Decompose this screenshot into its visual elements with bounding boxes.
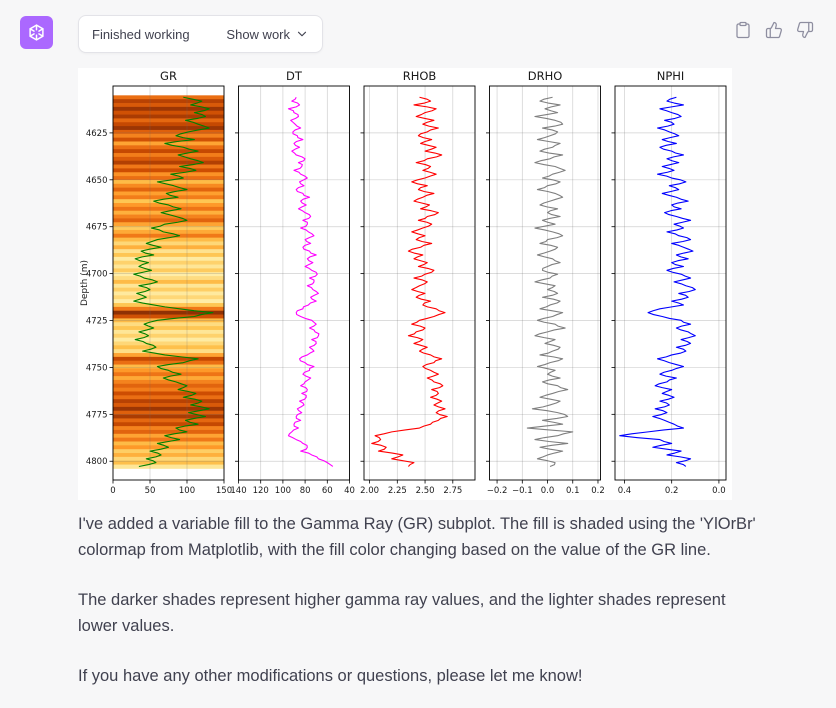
clipboard-icon bbox=[734, 21, 752, 39]
status-pill[interactable]: Finished working Show work bbox=[78, 15, 323, 53]
status-label: Finished working bbox=[92, 26, 190, 42]
thumbs-down-button[interactable] bbox=[794, 19, 816, 41]
chevron-down-icon bbox=[295, 27, 309, 41]
message-paragraph: If you have any other modifications or q… bbox=[78, 667, 583, 685]
well-log-figure bbox=[78, 68, 732, 500]
assistant-message: I've added a variable fill to the Gamma … bbox=[78, 511, 768, 708]
message-paragraph: I've added a variable fill to the Gamma … bbox=[78, 515, 756, 559]
show-work-button[interactable]: Show work bbox=[226, 27, 309, 42]
assistant-avatar bbox=[20, 16, 53, 49]
thumbs-up-button[interactable] bbox=[763, 19, 785, 41]
show-work-label: Show work bbox=[226, 26, 290, 42]
message-paragraph: The darker shades represent higher gamma… bbox=[78, 591, 726, 635]
thumbs-down-icon bbox=[796, 21, 814, 39]
well-log-canvas bbox=[78, 68, 732, 500]
thumbs-up-icon bbox=[765, 21, 783, 39]
openai-logo-icon bbox=[26, 22, 47, 43]
message-actions bbox=[732, 19, 816, 41]
copy-button[interactable] bbox=[732, 19, 754, 41]
